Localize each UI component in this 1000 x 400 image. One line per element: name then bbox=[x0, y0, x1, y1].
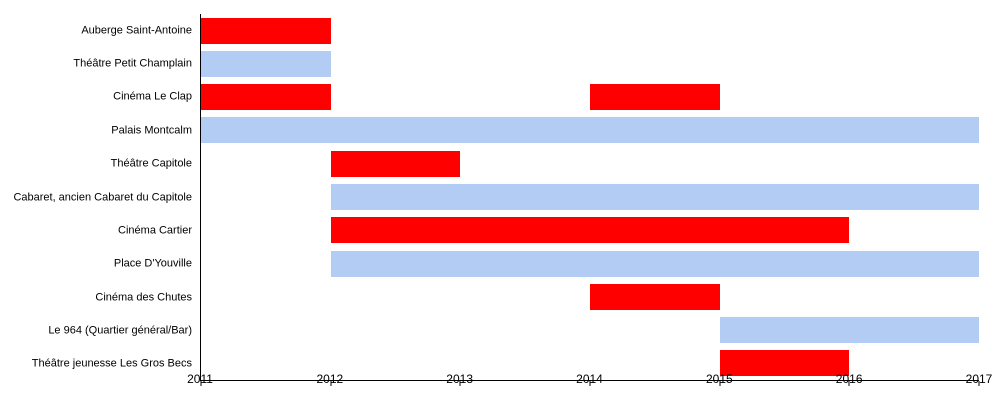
gantt-bar bbox=[201, 17, 331, 44]
row-label: Cinéma Cartier bbox=[118, 224, 192, 237]
chart-row bbox=[201, 247, 979, 280]
x-axis-tick bbox=[978, 381, 980, 386]
gantt-bar bbox=[590, 84, 720, 111]
chart-row bbox=[201, 180, 979, 213]
chart-row bbox=[201, 214, 979, 247]
row-label: Palais Montcalm bbox=[111, 124, 192, 137]
x-axis-tick bbox=[848, 381, 850, 386]
x-axis-tick-label: 2013 bbox=[446, 372, 474, 386]
gantt-bar bbox=[201, 84, 331, 111]
x-axis-tick-label: 2016 bbox=[835, 372, 863, 386]
x-axis-tick bbox=[200, 381, 202, 386]
chart-row bbox=[201, 47, 979, 80]
x-axis-tick-label: 2017 bbox=[965, 372, 993, 386]
chart-row bbox=[201, 114, 979, 147]
row-label: Cinéma Le Clap bbox=[113, 90, 192, 103]
row-label: Cinéma des Chutes bbox=[95, 291, 192, 304]
row-label: Théâtre Capitole bbox=[110, 157, 192, 170]
gantt-bar bbox=[330, 250, 979, 277]
gantt-bar bbox=[201, 50, 331, 77]
x-axis-tick-label: 2011 bbox=[187, 372, 213, 386]
chart-row bbox=[201, 313, 979, 346]
chart-row bbox=[201, 347, 979, 380]
gantt-bar bbox=[330, 150, 461, 177]
row-label: Auberge Saint-Antoine bbox=[81, 24, 192, 37]
x-axis-tick-label: 2014 bbox=[576, 372, 603, 386]
x-axis-tick bbox=[330, 381, 332, 386]
plot-area bbox=[200, 14, 980, 386]
gantt-bar bbox=[330, 217, 850, 244]
x-axis-tick bbox=[459, 381, 461, 386]
chart-row bbox=[201, 147, 979, 180]
x-axis-tick bbox=[719, 381, 721, 386]
y-axis-labels: Auberge Saint-Antoine Théâtre Petit Champ… bbox=[0, 14, 192, 381]
row-label: Théâtre Petit Champlain bbox=[73, 57, 192, 70]
x-axis-tick bbox=[589, 381, 591, 386]
row-label: Place D'Youville bbox=[113, 257, 192, 270]
row-label: Le 964 (Quartier général/Bar) bbox=[48, 324, 192, 337]
chart-row bbox=[201, 14, 979, 47]
gantt-bar bbox=[201, 117, 979, 144]
gantt-bar bbox=[719, 317, 979, 344]
x-axis-tick-label: 2015 bbox=[705, 372, 733, 386]
gantt-bar bbox=[719, 350, 850, 377]
gantt-bar bbox=[590, 283, 720, 310]
chart-row bbox=[201, 280, 979, 313]
row-label: Cabaret, ancien Cabaret du Capitole bbox=[13, 191, 192, 203]
chart-row bbox=[201, 81, 979, 114]
x-axis-tick-label: 2012 bbox=[316, 372, 344, 386]
row-label: Théâtre jeunesse Les Gros Becs bbox=[31, 357, 192, 370]
gantt-bar bbox=[330, 183, 979, 210]
